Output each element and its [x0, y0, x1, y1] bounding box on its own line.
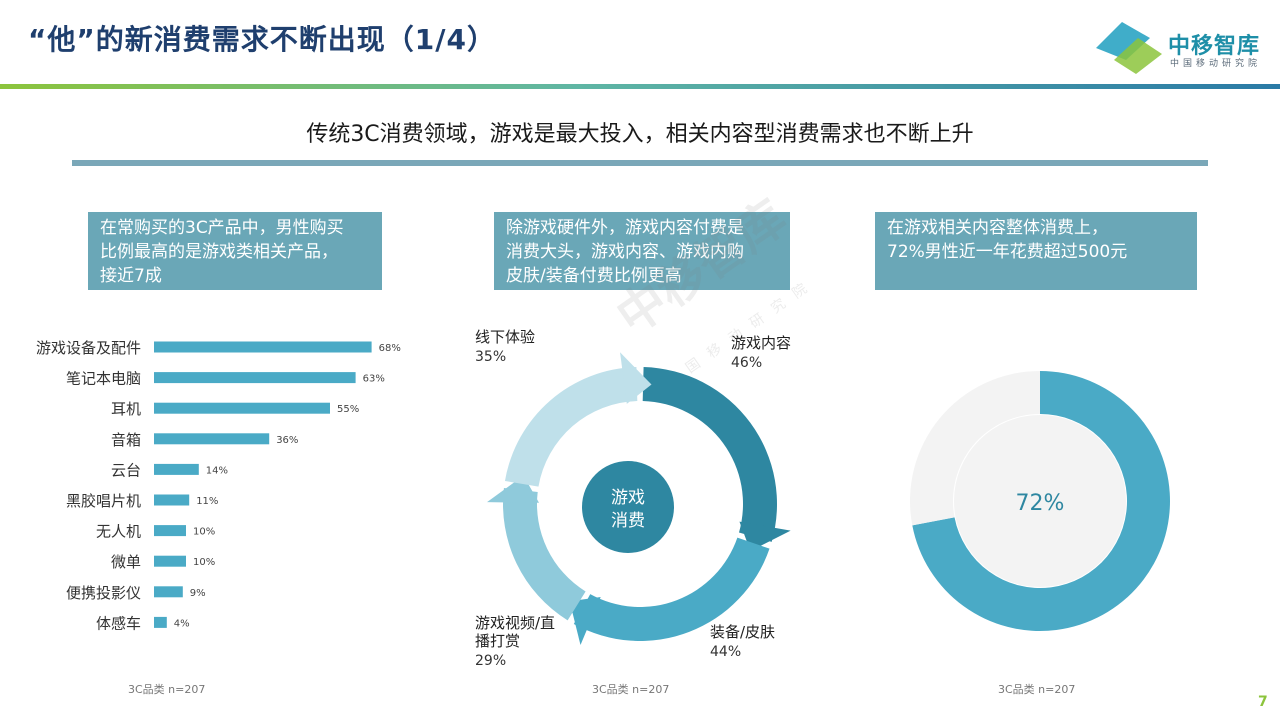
- bar-value-label: 36%: [276, 435, 298, 446]
- donut-slice: [910, 371, 1040, 526]
- ring-value-label: 44%: [710, 644, 741, 660]
- bar-value-label: 55%: [337, 404, 359, 415]
- bar-category-label: 游戏设备及配件: [36, 339, 141, 357]
- sample-note-1: 3C品类 n=207: [128, 683, 206, 696]
- bar-value-label: 9%: [190, 588, 206, 599]
- bar-category-label: 体感车: [96, 614, 141, 632]
- bar: [154, 372, 356, 384]
- callout-box-1: 在常购买的3C产品中，男性购买 比例最高的是游戏类相关产品， 接近7成: [88, 212, 382, 290]
- logo-subtext: 中国移动研究院: [1170, 59, 1262, 69]
- page-title: “他”的新消费需求不断出现（1/4）: [28, 23, 496, 56]
- ring-value-label: 46%: [731, 355, 762, 371]
- bar: [154, 463, 199, 475]
- bar-category-label: 音箱: [111, 431, 141, 449]
- bar-category-label: 便携投影仪: [66, 584, 141, 602]
- ring-slice: [502, 488, 586, 621]
- bar: [154, 402, 330, 414]
- callout-1-line-3: 接近7成: [100, 266, 162, 286]
- logo-icon: [1096, 22, 1162, 74]
- ring-value-label: 29%: [475, 653, 506, 669]
- center-circle: [582, 461, 674, 553]
- bar: [154, 616, 167, 628]
- bar: [154, 555, 186, 567]
- callout-box-3: 在游戏相关内容整体消费上， 72%男性近一年花费超过500元: [875, 212, 1197, 290]
- ring-category-label: 游戏视频/直: [475, 614, 555, 632]
- ring-category-label: 播打赏: [475, 632, 520, 650]
- sample-note-2: 3C品类 n=207: [592, 683, 670, 696]
- donut-hole: [954, 415, 1126, 587]
- callout-3-line-1: 在游戏相关内容整体消费上，: [887, 218, 1108, 238]
- bar-value-label: 14%: [206, 465, 228, 476]
- callout-2-line-1: 除游戏硬件外，游戏内容付费是: [506, 218, 744, 238]
- center-label-line-1: 游戏: [611, 488, 645, 508]
- slide-subtitle: 传统3C消费领域，游戏是最大投入，相关内容型消费需求也不断上升: [306, 122, 974, 147]
- bar-category-label: 云台: [111, 461, 141, 479]
- callout-3-line-2: 72%男性近一年花费超过500元: [887, 242, 1128, 262]
- bar-category-label: 耳机: [111, 400, 141, 418]
- callout-2-line-3: 皮肤/装备付费比例更高: [506, 266, 682, 286]
- bar-value-label: 11%: [196, 496, 218, 507]
- callout-1-line-2: 比例最高的是游戏类相关产品，: [100, 242, 338, 262]
- ring-value-label: 35%: [475, 349, 506, 365]
- logo-text: 中移智库: [1168, 34, 1261, 59]
- bar-value-label: 68%: [379, 343, 401, 354]
- subtitle-underline: [72, 160, 1208, 166]
- bar-category-label: 无人机: [96, 523, 141, 541]
- bar: [154, 586, 183, 598]
- ring-category-label: 游戏内容: [731, 334, 791, 352]
- ring-category-label: 装备/皮肤: [710, 623, 775, 641]
- donut-center-label: 72%: [1016, 491, 1065, 516]
- bar-value-label: 63%: [363, 374, 385, 385]
- ring-slice: [642, 367, 777, 542]
- bar-value-label: 10%: [193, 557, 215, 568]
- callout-1-line-1: 在常购买的3C产品中，男性购买: [100, 218, 344, 238]
- callout-box-2: 除游戏硬件外，游戏内容付费是 消费大头，游戏内容、游戏内购 皮肤/装备付费比例更…: [494, 212, 790, 290]
- ring-slice: [573, 537, 770, 641]
- callout-2-line-2: 消费大头，游戏内容、游戏内购: [506, 242, 744, 262]
- header-divider: [0, 84, 1280, 89]
- donut-slice: [912, 371, 1170, 631]
- bar: [154, 433, 270, 445]
- bar: [154, 341, 372, 353]
- bar-category-label: 微单: [111, 553, 141, 571]
- center-label-line-2: 消费: [611, 511, 645, 531]
- ring-slice: [504, 367, 638, 487]
- bar-category-label: 笔记本电脑: [66, 370, 141, 388]
- bar-value-label: 4%: [174, 618, 190, 629]
- bar-value-label: 10%: [193, 527, 215, 538]
- page-number: 7: [1258, 694, 1268, 710]
- ring-category-label: 线下体验: [475, 328, 535, 346]
- sample-note-3: 3C品类 n=207: [998, 683, 1076, 696]
- bar-category-label: 黑胶唱片机: [66, 492, 141, 510]
- bar: [154, 494, 190, 506]
- bar: [154, 525, 186, 537]
- ring-arrow: [620, 352, 652, 404]
- ring-arrow: [569, 597, 601, 645]
